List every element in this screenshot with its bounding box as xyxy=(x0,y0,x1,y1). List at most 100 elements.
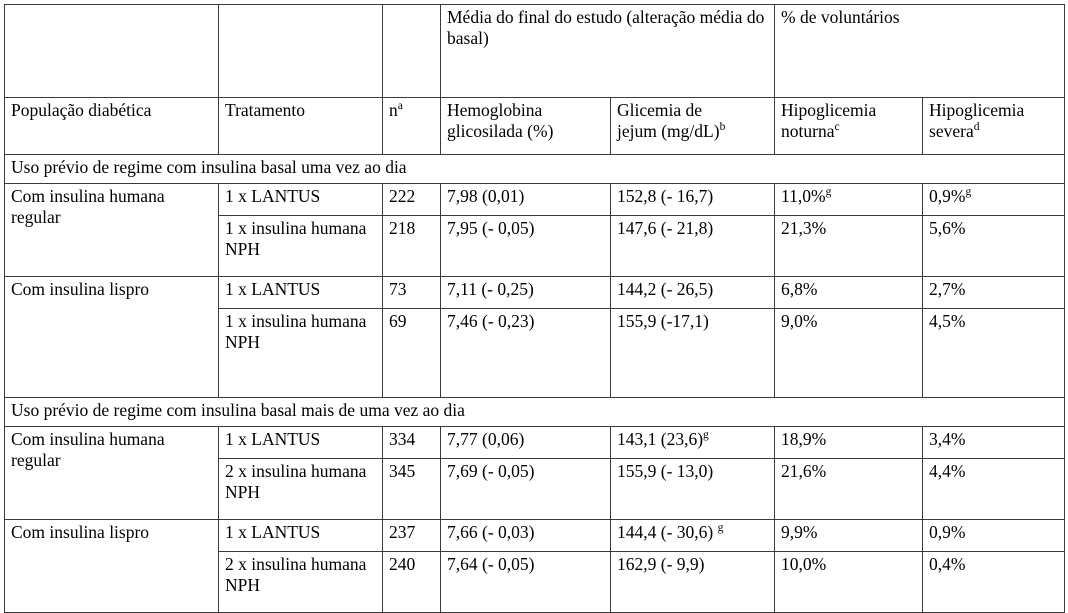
cell-fasting-glucose: 155,9 (-17,1) xyxy=(609,308,776,398)
header-fpg-footnote-marker: b xyxy=(719,121,726,134)
treatment-line1: 1 x insulina xyxy=(225,218,307,238)
header-sev-line2-wrap: severad xyxy=(929,121,1059,142)
header-population: População diabética xyxy=(4,97,219,155)
table-row: 1 x insulina humana NPH 69 7,46 (- 0,23)… xyxy=(5,308,1066,398)
population-line2: regular xyxy=(11,207,61,227)
cell-fasting-glucose: 143,1 (23,6)g xyxy=(609,426,776,459)
treatment-line1: 1 x LANTUS xyxy=(225,186,321,206)
header-blank-population xyxy=(4,4,219,98)
sev-footnote-marker: g xyxy=(965,186,972,199)
cell-n: 218 xyxy=(382,215,441,277)
cell-hba1c: 7,77 (0,06) xyxy=(440,426,611,459)
cell-fasting-glucose: 152,8 (- 16,7) xyxy=(609,183,776,216)
treatment-line1: 2 x insulina xyxy=(225,554,307,574)
cell-population: Com insulina lispro xyxy=(4,276,219,398)
cell-population: Com insulina lispro xyxy=(4,519,219,613)
table-header-label-row: População diabética Tratamento na Hemogl… xyxy=(4,97,1066,155)
cell-nocturnal-hypo: 10,0% xyxy=(774,551,924,613)
cell-treatment: 1 x LANTUS xyxy=(218,426,383,459)
cell-n: 73 xyxy=(382,276,441,309)
header-severe-hypoglycemia: Hipoglicemia severad xyxy=(922,97,1066,155)
header-group-study-mean: Média do final do estudo (alteração médi… xyxy=(439,4,776,98)
cell-fasting-glucose: 147,6 (- 21,8) xyxy=(609,215,776,277)
cell-hba1c: 7,64 (- 0,05) xyxy=(440,551,611,613)
treatment-line2: humana NPH xyxy=(225,311,367,352)
header-sev-footnote-marker: d xyxy=(973,121,980,134)
cell-nocturnal-hypo: 6,8% xyxy=(774,276,924,309)
header-noct-line1: Hipoglicemia xyxy=(781,100,877,120)
population-line1: Com insulina humana xyxy=(11,429,165,449)
header-fpg-line2: jejum (mg/dL) xyxy=(617,121,720,141)
population-line1: Com insulina humana xyxy=(11,186,165,206)
table-row: Com insulina lispro 1 x LANTUS 237 7,66 … xyxy=(4,519,1066,613)
cell-n: 334 xyxy=(382,426,441,459)
header-fpg-line1: Glicemia de xyxy=(617,100,703,120)
cell-nocturnal-hypo: 21,3% xyxy=(774,215,924,277)
cell-n: 240 xyxy=(382,551,441,613)
header-fasting-glucose: Glicemia de jejum (mg/dL)b xyxy=(609,97,776,155)
cell-severe-hypo: 0,4% xyxy=(922,551,1066,613)
header-noct-footnote-marker: c xyxy=(834,121,840,134)
cell-severe-hypo: 3,4% xyxy=(922,426,1066,459)
header-n-text: n xyxy=(389,100,398,120)
section-title-row: Uso prévio de regime com insulina basal … xyxy=(3,154,1066,184)
treatment-line1: 2 x insulina xyxy=(225,461,307,481)
header-sev-line2: severa xyxy=(929,121,974,141)
cell-n: 345 xyxy=(382,458,441,520)
cell-treatment: 1 x LANTUS xyxy=(218,276,383,309)
table-row: Com insulina humana regular 1 x LANTUS 2… xyxy=(4,183,1066,277)
header-noct-line2: noturna xyxy=(781,121,835,141)
header-blank-n xyxy=(382,4,441,98)
cell-severe-hypo: 2,7% xyxy=(922,276,1066,309)
cell-treatment: 1 x insulina humana NPH xyxy=(218,215,383,277)
cell-fasting-glucose: 162,9 (- 9,9) xyxy=(609,551,776,613)
cell-nocturnal-hypo: 11,0%g xyxy=(774,183,924,216)
cell-hba1c: 7,98 (0,01) xyxy=(440,183,611,216)
clipped-title-sliver xyxy=(0,0,1068,4)
cell-fasting-glucose: 144,2 (- 26,5) xyxy=(609,276,776,309)
header-nocturnal-hypoglycemia: Hipoglicemia noturnac xyxy=(774,97,924,155)
cell-n: 69 xyxy=(382,308,441,398)
table-row: 1 x insulina humana NPH 218 7,95 (- 0,05… xyxy=(5,215,1066,277)
header-treatment: Tratamento xyxy=(218,97,383,155)
treatment-line2: humana NPH xyxy=(225,461,367,502)
cell-hba1c: 7,66 (- 0,03) xyxy=(440,519,611,552)
clinical-results-table: Média do final do estudo (alteração médi… xyxy=(3,4,1066,613)
header-blank-treatment xyxy=(218,4,383,98)
cell-fasting-glucose: 155,9 (- 13,0) xyxy=(609,458,776,520)
fpg-footnote-marker: g xyxy=(703,429,709,442)
cell-treatment: 1 x insulina humana NPH xyxy=(218,308,383,398)
header-hba1c-line1: Hemoglobina xyxy=(447,100,543,120)
population-line2: regular xyxy=(11,450,61,470)
treatment-line1: 1 x insulina xyxy=(225,311,307,331)
cell-hba1c: 7,95 (- 0,05) xyxy=(440,215,611,277)
header-n-footnote-marker: a xyxy=(397,100,403,113)
cell-treatment: 2 x insulina humana NPH xyxy=(218,551,383,613)
header-group-volunteers-percent: % de voluntários xyxy=(774,4,1066,98)
header-sev-line1: Hipoglicemia xyxy=(929,100,1025,120)
header-fpg-line2-wrap: jejum (mg/dL)b xyxy=(617,121,769,142)
cell-severe-hypo: 5,6% xyxy=(922,215,1066,277)
cell-fasting-glucose: 144,4 (- 30,6) g xyxy=(609,519,776,552)
cell-nocturnal-hypo: 21,6% xyxy=(774,458,924,520)
section-title-row: Uso prévio de regime com insulina basal … xyxy=(3,397,1066,427)
cell-nocturnal-hypo: 18,9% xyxy=(774,426,924,459)
cell-hba1c: 7,46 (- 0,23) xyxy=(440,308,611,398)
cell-treatment: 1 x LANTUS xyxy=(218,183,383,216)
fpg-footnote-marker: g xyxy=(717,522,724,535)
cell-severe-hypo: 4,5% xyxy=(922,308,1066,398)
cell-nocturnal-hypo: 9,9% xyxy=(774,519,924,552)
fpg-value: 144,4 (- 30,6) xyxy=(617,522,718,542)
noct-value: 11,0% xyxy=(781,186,826,206)
cell-population: Com insulina humana regular xyxy=(4,183,219,277)
fpg-value: 143,1 (23,6) xyxy=(617,429,704,449)
cell-treatment: 1 x LANTUS xyxy=(218,519,383,552)
cell-hba1c: 7,69 (- 0,05) xyxy=(440,458,611,520)
table-row: Com insulina lispro 1 x LANTUS 73 7,11 (… xyxy=(4,276,1066,398)
cell-hba1c: 7,11 (- 0,25) xyxy=(440,276,611,309)
cell-n: 222 xyxy=(382,183,441,216)
section-title-1: Uso prévio de regime com insulina basal … xyxy=(3,154,1066,184)
noct-footnote-marker: g xyxy=(825,186,832,199)
table-row: Com insulina humana regular 1 x LANTUS 3… xyxy=(4,426,1066,520)
